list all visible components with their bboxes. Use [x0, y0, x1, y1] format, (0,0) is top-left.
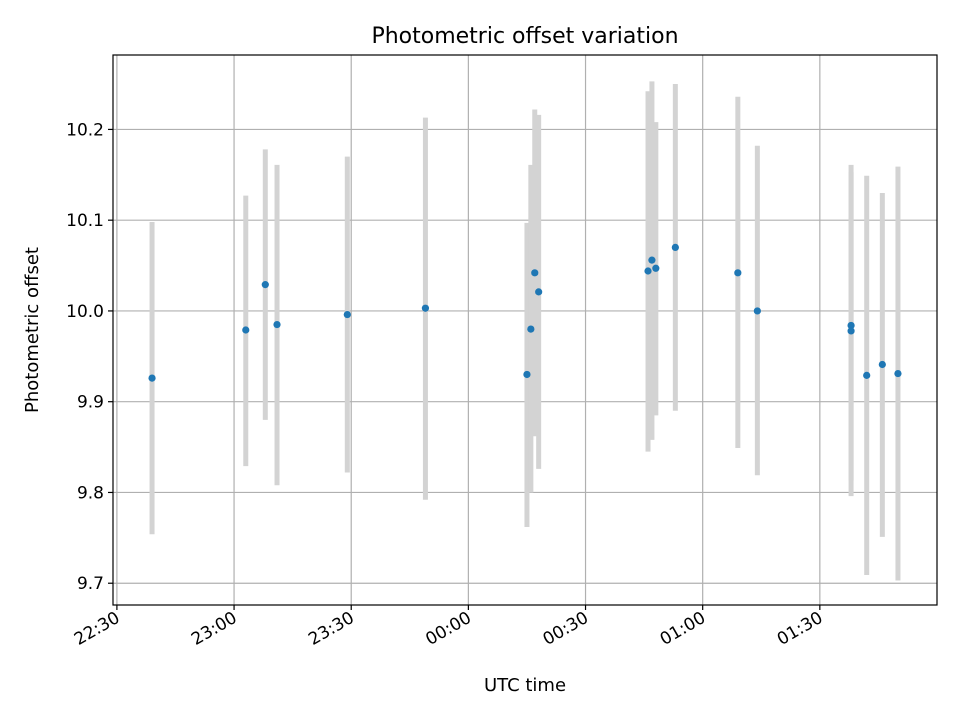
data-point — [523, 370, 531, 379]
chart-title: Photometric offset variation — [371, 24, 678, 49]
data-point — [535, 288, 543, 296]
y-tick-label: 10.1 — [66, 211, 104, 231]
data-point — [847, 327, 855, 335]
data-point — [863, 371, 871, 379]
data-point — [148, 374, 156, 382]
y-tick-label: 9.8 — [77, 483, 104, 503]
plot-frame — [112, 54, 938, 606]
y-tick-label: 10.2 — [66, 120, 104, 140]
y-tick-label: 9.9 — [77, 393, 104, 413]
data-point — [531, 269, 539, 277]
data-point — [671, 243, 679, 252]
data-points — [148, 243, 902, 382]
data-point — [242, 326, 250, 334]
x-axis-label: UTC time — [484, 675, 566, 696]
data-point — [648, 256, 656, 264]
data-point — [753, 307, 761, 315]
data-point — [261, 281, 269, 289]
data-point — [273, 320, 281, 329]
y-axis-label: Photometric offset — [22, 247, 43, 413]
data-point — [734, 269, 742, 277]
data-point — [527, 325, 535, 333]
data-point — [421, 304, 430, 312]
y-axis-ticks: 9.7 9.8 9.9 10.0 10.1 10.2 — [66, 120, 113, 594]
data-point — [894, 369, 902, 378]
data-point — [847, 321, 855, 330]
y-tick-label: 10.0 — [66, 302, 104, 322]
data-point — [878, 360, 886, 369]
grid-lines — [113, 55, 937, 605]
data-point — [343, 310, 351, 319]
y-tick-label: 9.7 — [77, 574, 104, 594]
data-point — [644, 267, 652, 275]
data-point — [652, 264, 660, 272]
